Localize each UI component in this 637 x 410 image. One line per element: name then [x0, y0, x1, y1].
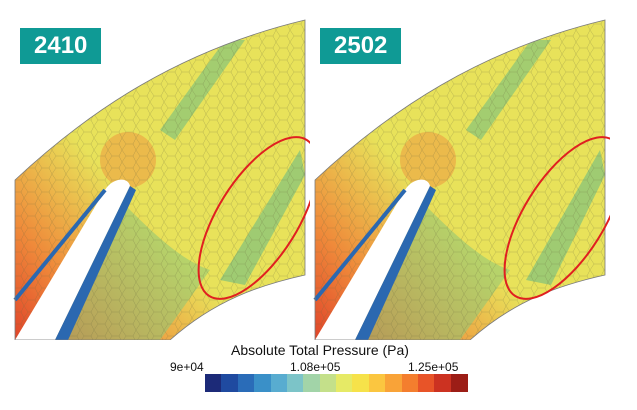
- colorbar-swatch: [417, 374, 435, 392]
- domain-outline: [314, 19, 606, 340]
- colorbar-swatch: [450, 374, 468, 392]
- colorbar-swatch: [319, 374, 337, 392]
- annotation-ellipse: [503, 136, 610, 300]
- colorbar-swatch: [368, 374, 386, 392]
- colorbar-swatch: [205, 374, 222, 392]
- pressure-legend: Absolute Total Pressure (Pa) 9e+04 1.08e…: [170, 340, 470, 400]
- annotation-ellipse: [197, 136, 310, 300]
- blade-boundary-layer: [355, 186, 436, 340]
- version-badge: 2410: [20, 28, 102, 64]
- version-badge: 2502: [320, 28, 402, 64]
- pressure-field-2502: [313, 19, 610, 340]
- legend-mid-label: 1.08e+05: [290, 360, 341, 374]
- blade-boundary-layer: [55, 186, 136, 340]
- blade-surface: [313, 188, 407, 302]
- colorbar-swatch: [401, 374, 419, 392]
- colorbar-swatch: [286, 374, 304, 392]
- colorbar-swatch: [237, 374, 255, 392]
- legend-max-label: 1.25e+05: [408, 360, 459, 374]
- colorbar-swatch: [254, 374, 271, 392]
- colorbar-swatch: [221, 374, 239, 392]
- blade-gap: [315, 179, 430, 340]
- legend-min-label: 9e+04: [170, 360, 204, 374]
- mesh-panel-2502: 2502: [310, 0, 620, 340]
- colorbar: [205, 374, 468, 392]
- domain-outline: [14, 19, 306, 340]
- colorbar-swatch: [385, 374, 402, 392]
- legend-title: Absolute Total Pressure (Pa): [231, 342, 409, 358]
- colorbar-swatch: [352, 374, 370, 392]
- pressure-field-2410: [13, 19, 310, 340]
- colorbar-swatch: [303, 374, 321, 392]
- mesh-panel-2410: 2410: [10, 0, 320, 340]
- blade-gap: [15, 179, 130, 340]
- colorbar-swatch: [434, 374, 452, 392]
- blade-surface: [13, 188, 107, 302]
- colorbar-swatch: [336, 374, 353, 392]
- colorbar-swatch: [270, 374, 288, 392]
